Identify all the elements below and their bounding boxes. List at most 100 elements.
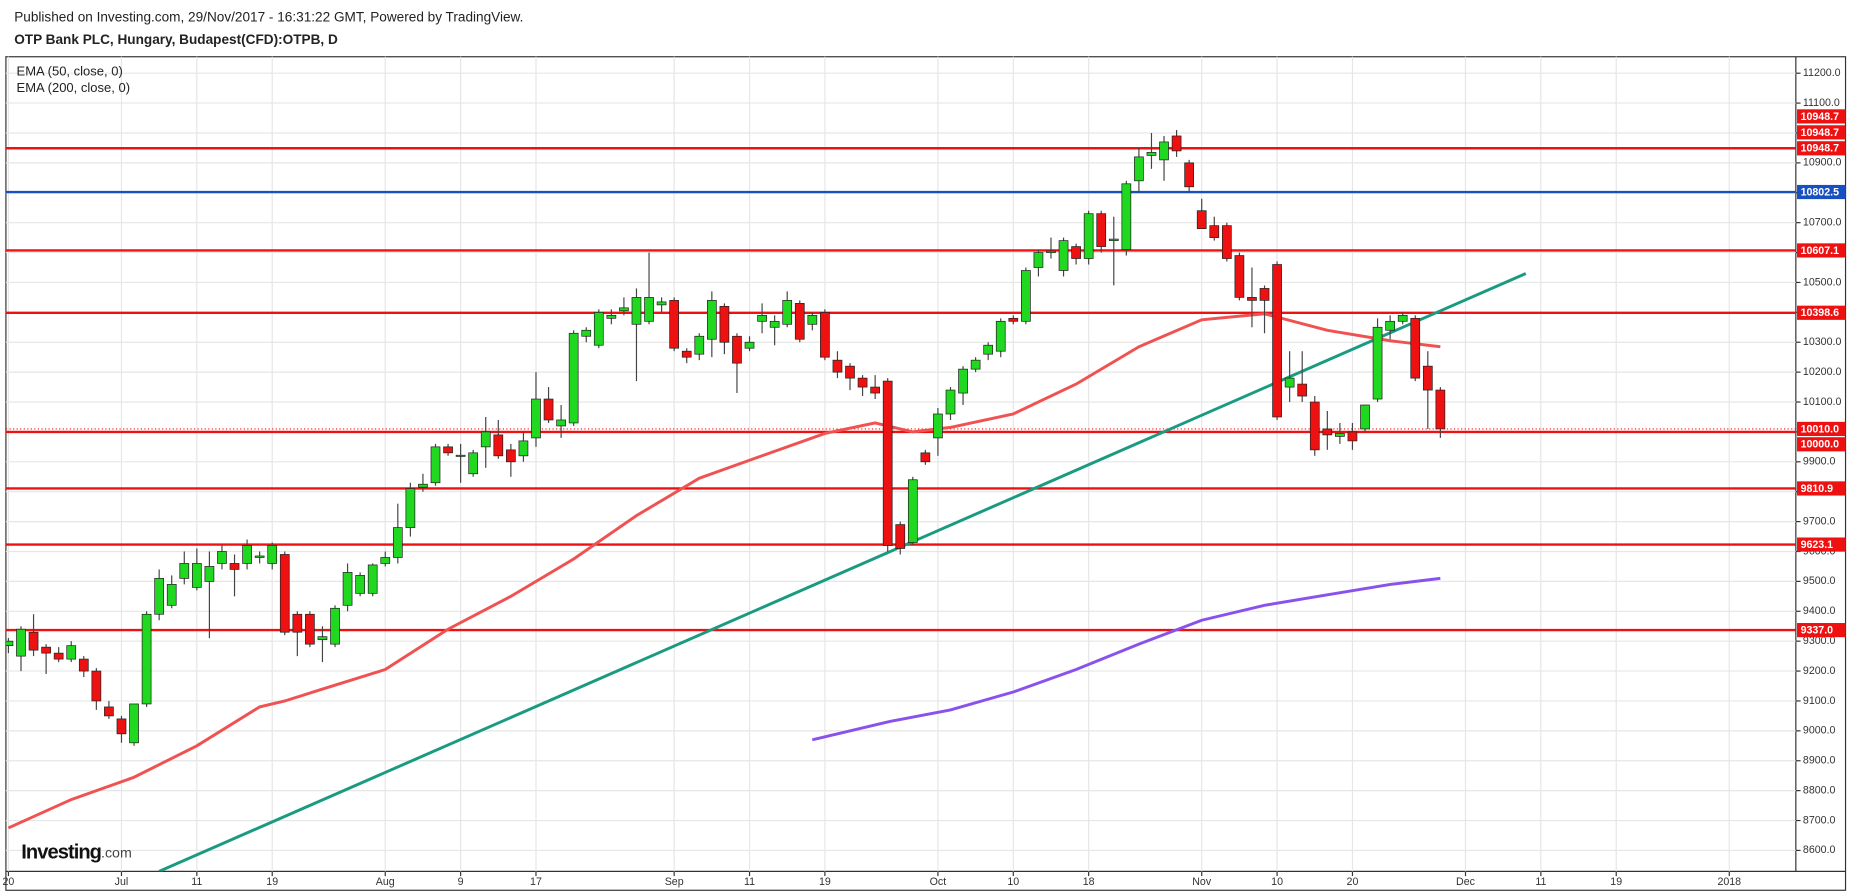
candle-body: [104, 706, 114, 717]
y-tick-label: 9700.0: [1803, 515, 1836, 527]
x-tick-label: Oct: [930, 876, 947, 888]
x-tick-label: Sep: [665, 876, 684, 888]
price-label-box: [1797, 305, 1846, 320]
candle-body: [1121, 183, 1132, 250]
y-tick-label: 10200.0: [1803, 366, 1842, 378]
candle-body: [1134, 156, 1144, 182]
price-label-box: [1797, 437, 1846, 452]
y-tick-label: 8600.0: [1803, 844, 1836, 856]
candle-body: [1422, 365, 1433, 391]
candle-body: [1272, 264, 1282, 418]
price-label-text: 10948.7: [1801, 143, 1840, 155]
logo: Investing.com: [21, 842, 131, 864]
y-tick-label: 10100.0: [1803, 396, 1842, 408]
x-tick-label: 11: [191, 876, 202, 888]
legend-ema200: EMA (200, close, 0): [17, 80, 130, 95]
x-tick-label: 19: [266, 876, 278, 888]
price-label-text: 10607.1: [1801, 245, 1840, 257]
candle-body: [1083, 213, 1094, 259]
candle-body: [1347, 431, 1358, 442]
price-label-box: [1797, 481, 1846, 496]
x-tick-label: Dec: [1456, 876, 1476, 888]
candle-body: [191, 563, 202, 588]
x-tick-label: 2018: [1717, 876, 1741, 888]
x-tick-label: 20: [3, 876, 15, 888]
price-label-box: [1797, 125, 1846, 140]
y-tick-label: 9000.0: [1803, 725, 1836, 737]
candle-body: [882, 380, 893, 546]
candle-body: [1297, 383, 1308, 397]
y-tick-label: 11100.0: [1803, 97, 1840, 109]
price-label-text: 9623.1: [1801, 539, 1834, 551]
candle-body: [543, 398, 554, 421]
candle-body: [807, 314, 818, 325]
candle-body: [430, 446, 441, 484]
candle-body: [91, 670, 102, 702]
candle-body: [1259, 288, 1270, 301]
y-tick-label: 11200.0: [1803, 67, 1841, 79]
x-tick-label: Nov: [1192, 876, 1212, 888]
candle-body: [933, 413, 943, 439]
candle-body: [907, 479, 918, 543]
candle-body: [342, 572, 353, 606]
candle-body: [1046, 250, 1056, 253]
candle-body: [1159, 141, 1169, 161]
candle-body: [1360, 404, 1370, 430]
candle-body: [706, 300, 717, 340]
ema-line: [811, 576, 1441, 742]
candle-body: [669, 300, 680, 349]
candle-body: [619, 307, 629, 312]
candle-body: [1008, 317, 1019, 322]
candle-body: [330, 607, 340, 645]
candle-body: [631, 297, 642, 325]
candle-body: [958, 368, 968, 394]
x-tick-label: 11: [1535, 876, 1546, 888]
x-tick-label: 17: [530, 876, 542, 888]
y-tick-label: 9200.0: [1803, 665, 1836, 677]
candle-body: [820, 311, 830, 358]
y-tick-label: 9300.0: [1803, 635, 1836, 647]
candle-body: [845, 365, 855, 379]
candle-body: [41, 646, 51, 654]
candle-body: [1096, 213, 1107, 247]
candle-body: [1247, 297, 1257, 301]
candle-body: [995, 320, 1006, 352]
candle-body: [367, 564, 378, 594]
candle-body: [744, 341, 755, 349]
candle-body: [217, 551, 227, 564]
candle-body: [480, 431, 491, 448]
price-label-text: 9337.0: [1801, 625, 1834, 637]
candle-body: [681, 350, 692, 358]
candle-body: [870, 386, 880, 394]
candle-body: [1234, 255, 1245, 298]
x-tick-label: Jul: [115, 876, 129, 888]
candle-body: [1108, 238, 1119, 241]
candle-body: [1146, 152, 1157, 156]
candle-body: [141, 613, 152, 705]
price-label-text: 10948.7: [1801, 127, 1840, 139]
candle-body: [380, 557, 391, 564]
candle-body: [1033, 252, 1044, 268]
y-tick-label: 9400.0: [1803, 605, 1836, 617]
price-label-text: 10948.7: [1801, 111, 1840, 123]
logo-suffix: .com: [101, 845, 132, 861]
candle-body: [1221, 225, 1232, 259]
candle-body: [443, 446, 453, 454]
y-tick-label: 10700.0: [1803, 216, 1842, 228]
candle-body: [1435, 389, 1446, 430]
candle-body: [1410, 317, 1421, 379]
candle-body: [656, 301, 667, 306]
candle-body: [757, 314, 767, 322]
candle-body: [1021, 270, 1031, 322]
candle-body: [129, 703, 139, 744]
candle-body: [1171, 135, 1182, 152]
candle-body: [267, 545, 278, 564]
x-tick-label: 19: [1610, 876, 1622, 888]
candle-body: [28, 631, 39, 651]
candle-body: [179, 563, 190, 579]
candle-body: [1322, 428, 1333, 436]
candle-body: [769, 320, 780, 328]
candle-body: [857, 377, 868, 388]
candle-body: [945, 389, 956, 415]
